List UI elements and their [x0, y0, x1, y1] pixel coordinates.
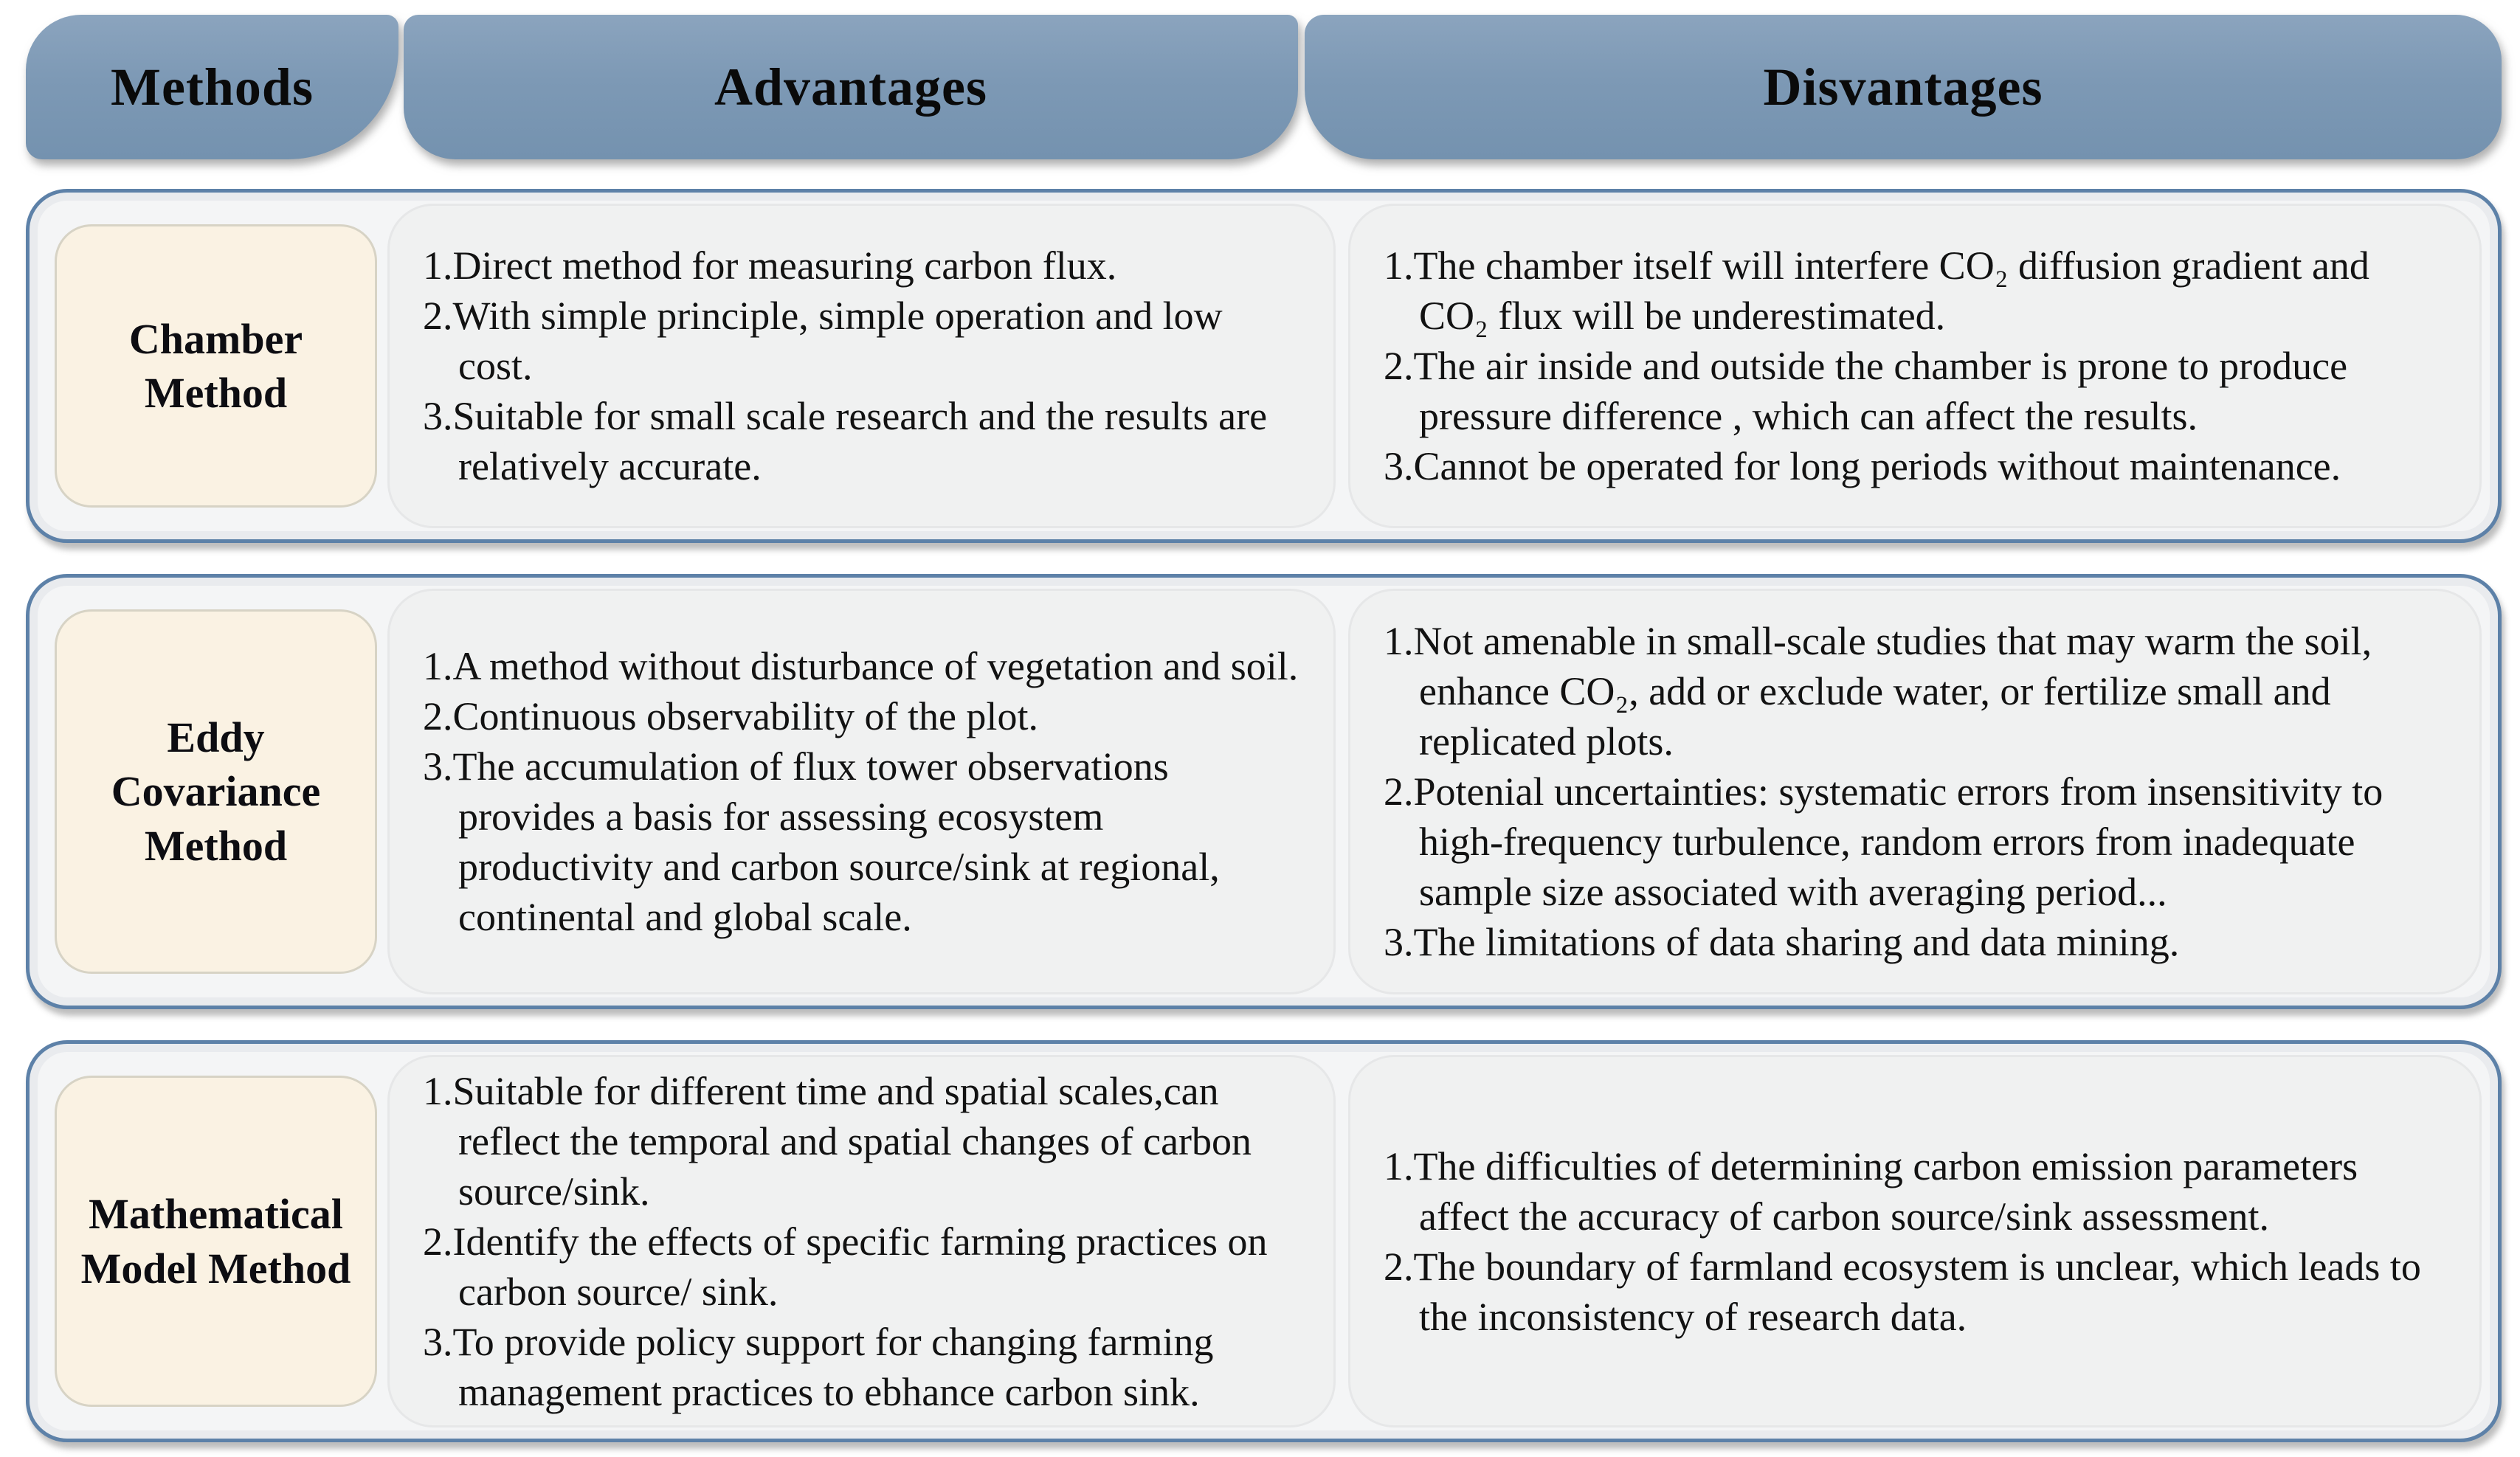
method-name-label: Eddy Covariance Method	[111, 713, 321, 870]
disadvantage-item: 1.Not amenable in small-scale studies th…	[1384, 619, 2372, 764]
advantages-panel: 1.A method without disturbance of vegeta…	[387, 589, 1336, 994]
advantage-item: 3.The accumulation of flux tower observa…	[423, 744, 1220, 939]
advantage-item: 3.To provide policy support for changing…	[423, 1319, 1214, 1414]
header-cell-methods: Methods	[26, 15, 398, 159]
method-name-label: Mathematical Model Method	[80, 1190, 351, 1292]
disadvantage-item: 3.Cannot be operated for long periods wi…	[1384, 444, 2341, 488]
method-name-box: Mathematical Model Method	[55, 1076, 377, 1407]
advantage-item: 3.Suitable for small scale research and …	[423, 394, 1268, 488]
method-name-box: Chamber Method	[55, 224, 377, 508]
header-methods-label: Methods	[111, 57, 314, 117]
advantage-item: 1.A method without disturbance of vegeta…	[423, 644, 1299, 688]
advantage-item: 1.Suitable for different time and spatia…	[423, 1068, 1252, 1214]
method-name-label: Chamber Method	[128, 314, 303, 417]
row-mathematical-model-method: Mathematical Model Method 1.Suitable for…	[26, 1040, 2502, 1442]
advantage-item: 2.Identify the effects of specific farmi…	[423, 1219, 1268, 1314]
disadvantages-panel: 1.Not amenable in small-scale studies th…	[1348, 589, 2482, 994]
disadvantages-panel: 1.The difficulties of determining carbon…	[1348, 1055, 2482, 1427]
advantage-item: 1.Direct method for measuring carbon flu…	[423, 243, 1117, 288]
disadvantage-item: 3.The limitations of data sharing and da…	[1384, 920, 2180, 964]
header-cell-advantages: Advantages	[404, 15, 1298, 159]
advantages-panel: 1.Direct method for measuring carbon flu…	[387, 204, 1336, 528]
header-cell-disadvantages: Disvantages	[1305, 15, 2502, 159]
row-eddy-covariance-method: Eddy Covariance Method 1.A method withou…	[26, 574, 2502, 1009]
row-chamber-method: Chamber Method 1.Direct method for measu…	[26, 189, 2502, 543]
disadvantage-item: 1.The difficulties of determining carbon…	[1384, 1143, 2358, 1239]
disadvantage-item: 1.The chamber itself will interfere CO₂ …	[1384, 243, 2369, 338]
advantage-item: 2.Continuous observability of the plot.	[423, 694, 1038, 738]
disadvantage-item: 2.The air inside and outside the chamber…	[1384, 344, 2348, 438]
table-header: Methods Advantages Disvantages	[26, 15, 2502, 159]
advantage-item: 2.With simple principle, simple operatio…	[423, 294, 1223, 388]
disadvantage-item: 2.The boundary of farmland ecosystem is …	[1384, 1244, 2421, 1339]
method-name-box: Eddy Covariance Method	[55, 609, 377, 974]
disadvantages-panel: 1.The chamber itself will interfere CO₂ …	[1348, 204, 2482, 528]
header-advantages-label: Advantages	[714, 57, 988, 117]
advantages-panel: 1.Suitable for different time and spatia…	[387, 1055, 1336, 1427]
header-disadvantages-label: Disvantages	[1763, 57, 2043, 117]
disadvantage-item: 2.Potenial uncertainties: systematic err…	[1384, 769, 2383, 914]
